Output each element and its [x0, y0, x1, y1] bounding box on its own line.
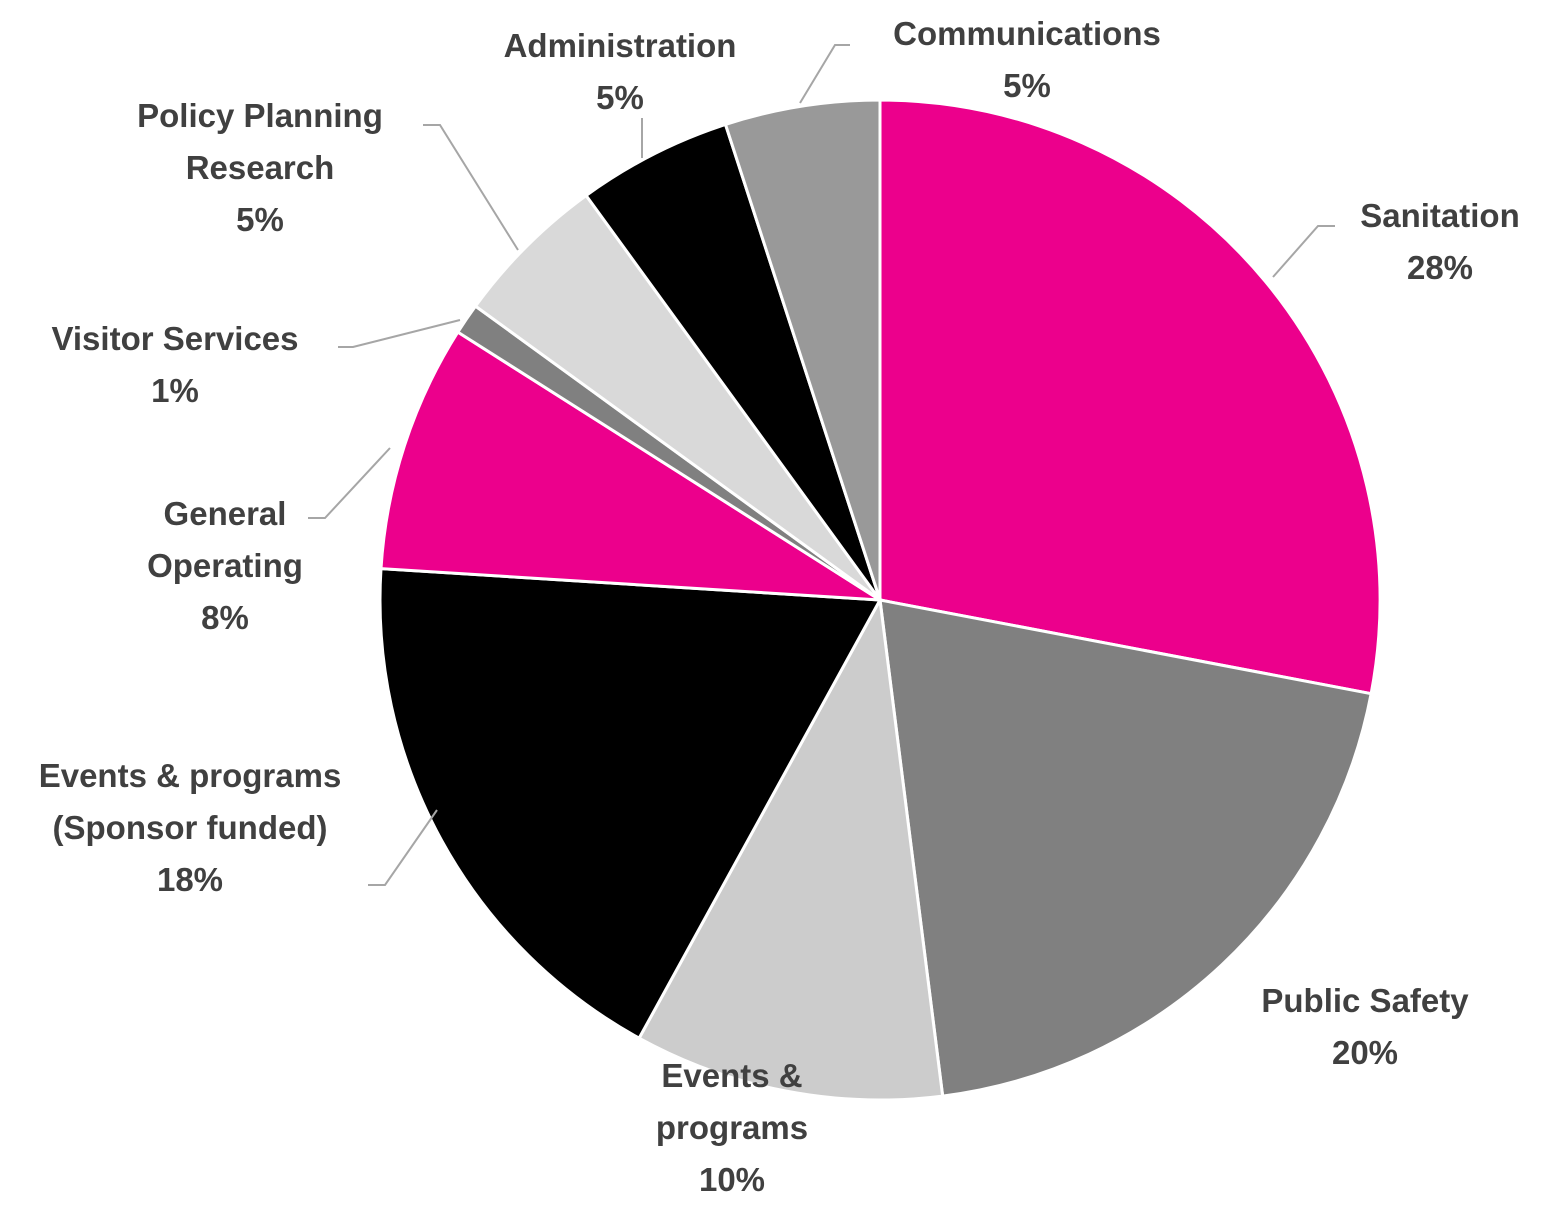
- data-label: Communications 5%: [847, 8, 1207, 112]
- category-label: Policy Planning Research: [137, 97, 383, 186]
- value-label: 20%: [1331, 1034, 1399, 1071]
- data-label: Public Safety 20%: [1215, 975, 1515, 1079]
- data-label: Events & programs (Sponsor funded) 18%: [10, 750, 370, 906]
- leader-line: [423, 124, 519, 251]
- pie-slice: [584, 122, 882, 601]
- pie-slice: [878, 98, 1382, 696]
- value-label: 5%: [596, 79, 644, 116]
- category-label: Visitor Services: [51, 320, 299, 357]
- data-label: Policy Planning Research 5%: [90, 90, 430, 246]
- data-label: General Operating 8%: [115, 488, 335, 644]
- value-label: 8%: [201, 599, 249, 636]
- category-label: Events & programs: [655, 1057, 809, 1146]
- leader-line: [308, 447, 391, 519]
- value-label: 18%: [156, 861, 224, 898]
- data-label: Visitor Services 1%: [5, 313, 345, 417]
- value-label: 10%: [698, 1161, 766, 1198]
- pie-slice: [878, 598, 1373, 1098]
- category-label: Communications: [893, 15, 1161, 52]
- leader-line: [368, 809, 438, 886]
- value-label: 5%: [1003, 67, 1051, 104]
- leader-line: [338, 319, 461, 348]
- value-label: 5%: [236, 201, 284, 238]
- category-label: Sanitation: [1360, 197, 1520, 234]
- data-label: Administration 5%: [460, 20, 780, 124]
- data-label: Sanitation 28%: [1320, 190, 1555, 294]
- data-label: Events & programs 10%: [622, 1050, 842, 1206]
- value-label: 28%: [1406, 249, 1474, 286]
- pie-slice: [379, 330, 881, 602]
- category-label: Events & programs (Sponsor funded): [38, 757, 342, 846]
- pie-slice: [378, 567, 883, 1041]
- pie-slice: [637, 595, 945, 1102]
- leader-line: [799, 44, 850, 104]
- category-label: Administration: [503, 27, 737, 64]
- pie-slice: [723, 98, 882, 601]
- leader-line: [1272, 225, 1335, 278]
- value-label: 1%: [151, 372, 199, 409]
- category-label: General Operating: [147, 495, 303, 584]
- pie-slice: [473, 193, 882, 602]
- category-label: Public Safety: [1261, 982, 1469, 1019]
